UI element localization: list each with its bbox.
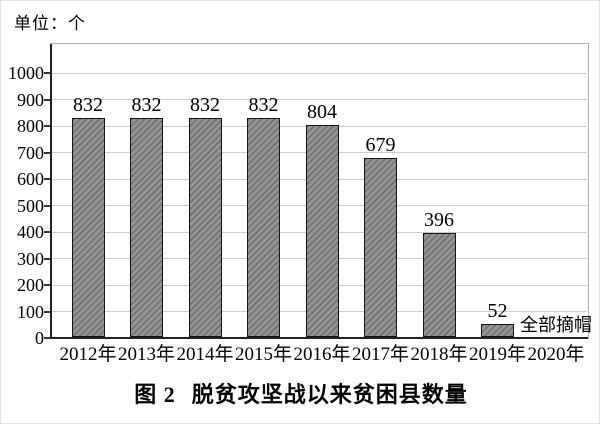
x-axis-label: 2017年 bbox=[351, 344, 409, 365]
y-axis-tick-label: 300 bbox=[17, 248, 44, 269]
bar-2016年 bbox=[305, 124, 339, 337]
x-axis-label: 2019年 bbox=[468, 344, 526, 365]
x-axis-label: 2012年 bbox=[59, 344, 117, 365]
bar-2012年 bbox=[71, 117, 105, 337]
x-axis-label: 2015年 bbox=[234, 344, 292, 365]
y-axis-tick-label: 500 bbox=[17, 195, 44, 216]
unit-label: 单位：个 bbox=[14, 14, 86, 33]
y-axis-tick bbox=[44, 310, 51, 313]
y-axis-tick-label: 0 bbox=[35, 328, 44, 348]
y-axis-tick bbox=[44, 231, 51, 233]
bar-2017年 bbox=[364, 158, 397, 337]
y-axis-tick-label: 100 bbox=[17, 301, 44, 322]
bar-value-label: 832 bbox=[248, 93, 279, 116]
y-axis-tick bbox=[44, 125, 51, 127]
y-axis-tick-label: 800 bbox=[17, 116, 44, 136]
y-axis-tick bbox=[44, 204, 51, 207]
x-axis-line bbox=[50, 337, 589, 339]
bar-2013年 bbox=[130, 117, 163, 337]
bar-2015年 bbox=[247, 117, 280, 337]
y-axis-tick bbox=[44, 98, 51, 101]
plot-top-border bbox=[50, 43, 589, 44]
y-axis-tick-label: 1000 bbox=[8, 63, 44, 83]
y-axis-tick-label: 900 bbox=[17, 89, 44, 110]
gridline bbox=[52, 99, 587, 100]
bar-2019年 bbox=[481, 324, 514, 337]
bar-value-label: 52 bbox=[487, 300, 508, 323]
y-axis-tick bbox=[44, 178, 51, 180]
gridline bbox=[52, 72, 587, 74]
y-axis-tick-label: 400 bbox=[17, 222, 44, 242]
figure-caption: 图 2 脱贫攻坚战以来贫困县数量 bbox=[1, 377, 599, 407]
y-axis-tick bbox=[44, 337, 51, 339]
bar-value-label: 832 bbox=[131, 93, 162, 116]
bar-2014年 bbox=[188, 117, 222, 337]
bar-value-label: 832 bbox=[73, 93, 103, 116]
bar-value-label: 804 bbox=[307, 100, 337, 123]
y-axis-tick bbox=[44, 72, 51, 74]
y-axis-tick bbox=[44, 284, 51, 286]
x-axis-label: 2014年 bbox=[176, 344, 234, 365]
x-axis-label: 2016年 bbox=[293, 344, 351, 365]
bar-2018年 bbox=[422, 233, 456, 337]
bar-value-label: 832 bbox=[190, 93, 220, 116]
y-axis-tick-label: 200 bbox=[17, 275, 44, 295]
y-axis-tick-label: 600 bbox=[17, 169, 44, 189]
y-axis-tick-label: 700 bbox=[17, 142, 44, 163]
y-axis-tick bbox=[44, 257, 51, 260]
caption-prefix: 图 2 bbox=[134, 382, 176, 407]
annotation-label: 全部摘帽 bbox=[520, 315, 592, 335]
bar-value-label: 396 bbox=[424, 209, 454, 232]
x-axis-label: 2020年 bbox=[527, 344, 585, 365]
bar-value-label: 679 bbox=[365, 134, 396, 157]
y-axis-line bbox=[50, 43, 52, 339]
y-axis-tick bbox=[44, 151, 51, 154]
x-axis-label: 2013年 bbox=[117, 344, 175, 365]
x-axis-label: 2018年 bbox=[410, 344, 468, 365]
plot-right-border bbox=[588, 43, 589, 339]
caption-title: 脱贫攻坚战以来贫困县数量 bbox=[191, 382, 468, 407]
